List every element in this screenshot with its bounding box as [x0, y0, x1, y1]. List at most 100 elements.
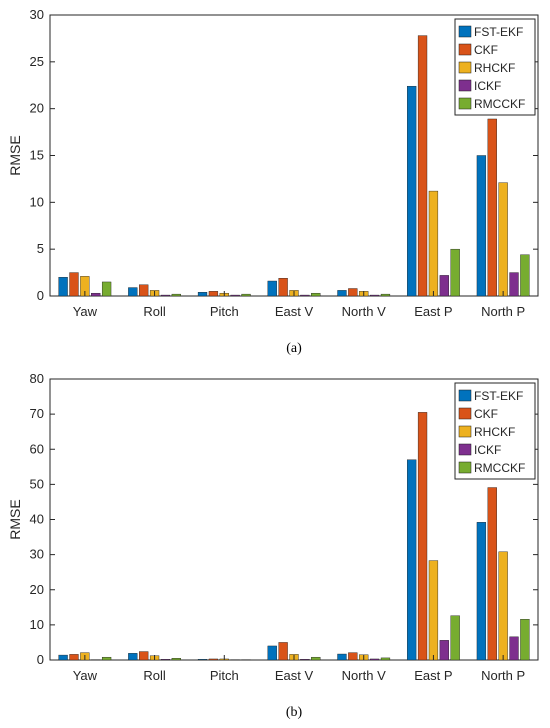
bar-ckf-north-p [487, 118, 497, 297]
bar-ickf-east-v [300, 294, 310, 297]
bar-rhckf-east-p [428, 190, 439, 297]
bar-ickf-north-v [369, 658, 380, 661]
bar-ckf-east-p [417, 35, 428, 297]
bar-ickf-roll [160, 659, 171, 661]
bar-rmcckf-yaw [101, 281, 112, 297]
bar-ickf-north-p [509, 636, 519, 661]
legend-label-rmcckf: RMCCKF [474, 461, 525, 475]
legend-label-ickf: ICKF [474, 79, 501, 93]
bar-ickf-north-v [369, 294, 380, 297]
bar-rmcckf-east-p [450, 248, 460, 297]
y-tick-label: 10 [30, 194, 44, 209]
figure-caption: (b) [286, 705, 303, 720]
y-tick-label: 0 [37, 652, 44, 667]
bar-rmcckf-yaw [101, 656, 112, 661]
bar-ickf-yaw [91, 292, 101, 297]
bar-ckf-roll [139, 651, 149, 661]
legend-swatch-ickf [458, 443, 472, 456]
bar-fst-ekf-east-v [267, 645, 277, 661]
x-tick-label-east-v: East V [275, 668, 314, 683]
bar-fst-ekf-east-v [267, 280, 277, 297]
x-tick-label-north-p: North P [481, 668, 525, 683]
y-tick-label: 80 [30, 371, 44, 386]
legend-swatch-rmcckf [458, 97, 472, 110]
chart-panel-a: 0 5 10 15 20 25 30 RMSE Yaw Roll Pitch East V North … [7, 7, 539, 356]
bar-ickf-north-p [509, 272, 519, 297]
bar-ckf-pitch [208, 658, 219, 661]
bar-rmcckf-north-v [380, 293, 391, 297]
bar-fst-ekf-yaw [58, 277, 68, 297]
bar-ickf-pitch [230, 294, 240, 297]
bar-rmcckf-east-v [311, 656, 321, 661]
x-tick-label-pitch: Pitch [210, 304, 239, 319]
bar-ckf-yaw [69, 272, 79, 297]
x-tick-label-east-v: East V [275, 304, 314, 319]
bar-ickf-east-p [439, 640, 449, 661]
bar-rmcckf-east-p [450, 615, 460, 661]
x-tick-label-yaw: Yaw [73, 668, 98, 683]
x-tick-label-roll: Roll [143, 668, 166, 683]
bar-ckf-yaw [69, 654, 79, 661]
bar-fst-ekf-pitch [197, 292, 208, 297]
bar-ckf-north-v [348, 652, 358, 661]
x-tick-label-pitch: Pitch [210, 668, 239, 683]
bar-ckf-roll [139, 284, 149, 297]
bar-chart-b: 0 10 20 30 40 50 60 70 80 RMSE Yaw Roll Pitch East V N… [7, 371, 539, 720]
x-tick-label-east-p: East P [414, 304, 452, 319]
bar-rmcckf-north-v [380, 657, 391, 661]
y-tick-label: 20 [30, 101, 44, 116]
bar-fst-ekf-north-v [337, 290, 347, 297]
legend-label-fst-ekf: FST-EKF [474, 25, 523, 39]
bar-rhckf-north-p [498, 182, 508, 297]
bar-rmcckf-north-p [520, 619, 530, 661]
bar-ckf-east-p [417, 412, 428, 661]
bar-ckf-east-v [278, 642, 288, 661]
y-tick-label: 30 [30, 547, 44, 562]
bar-rmcckf-north-p [520, 254, 530, 297]
bar-rmcckf-roll [171, 293, 181, 297]
y-tick-label: 25 [30, 54, 44, 69]
bar-rmcckf-pitch [241, 293, 251, 297]
bar-chart-a: 0 5 10 15 20 25 30 RMSE Yaw Roll Pitch East V North … [7, 7, 539, 356]
bar-fst-ekf-north-v [337, 653, 347, 661]
legend-label-rmcckf: RMCCKF [474, 97, 525, 111]
bar-rhckf-east-p [428, 560, 439, 661]
x-tick-label-roll: Roll [143, 304, 166, 319]
legend: FST-EKF CKF RHCKF ICKF RMCCKF [454, 382, 536, 480]
bar-ickf-east-p [439, 275, 449, 297]
bar-fst-ekf-north-p [476, 155, 487, 297]
legend-label-ckf: CKF [474, 43, 498, 57]
legend-swatch-fst-ekf [458, 25, 472, 38]
bar-ckf-north-p [487, 487, 497, 661]
x-tick-label-north-v: North V [342, 304, 386, 319]
legend-swatch-rhckf [458, 425, 472, 438]
legend-swatch-ckf [458, 407, 472, 420]
y-tick-label: 15 [30, 148, 44, 163]
bar-rhckf-north-p [498, 551, 508, 661]
legend-swatch-ckf [458, 43, 472, 56]
bar-fst-ekf-east-p [407, 85, 417, 297]
y-tick-label: 30 [30, 7, 44, 22]
bar-ickf-east-v [300, 659, 310, 661]
x-tick-label-yaw: Yaw [73, 304, 98, 319]
bar-fst-ekf-yaw [58, 654, 68, 661]
figure-caption: (a) [286, 341, 302, 356]
y-tick-label: 10 [30, 617, 44, 632]
bar-fst-ekf-roll [128, 653, 138, 661]
legend-label-rhckf: RHCKF [474, 425, 515, 439]
y-tick-label: 70 [30, 406, 44, 421]
x-tick-label-east-p: East P [414, 668, 452, 683]
bar-fst-ekf-pitch [197, 659, 208, 661]
legend-label-fst-ekf: FST-EKF [474, 389, 523, 403]
bar-fst-ekf-north-p [476, 522, 487, 661]
y-tick-label: 5 [37, 241, 44, 256]
bar-ckf-north-v [348, 288, 358, 297]
chart-panel-b: 0 10 20 30 40 50 60 70 80 RMSE Yaw Roll Pitch East V N… [0, 364, 550, 728]
legend-swatch-ickf [458, 79, 472, 92]
bar-ickf-roll [160, 294, 171, 297]
x-tick-label-north-p: North P [481, 304, 525, 319]
bar-rmcckf-east-v [311, 292, 321, 297]
y-tick-label: 20 [30, 582, 44, 597]
y-tick-label: 0 [37, 288, 44, 303]
y-tick-label: 60 [30, 441, 44, 456]
